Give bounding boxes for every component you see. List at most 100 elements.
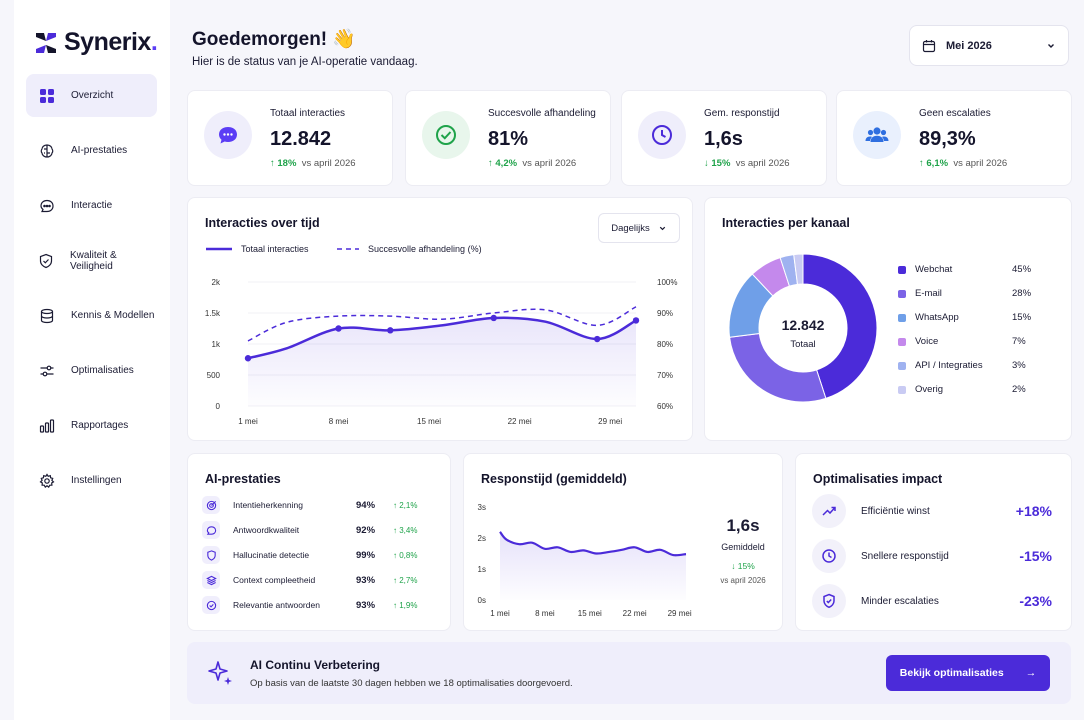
legend-total: Totaal interacties — [205, 244, 309, 254]
page-subtitle: Hier is de status van je AI-operatie van… — [192, 56, 418, 68]
legend-success: Succesvolle afhandeling (%) — [336, 244, 482, 254]
kpi-delta: ↓ 15% vs april 2026 — [704, 158, 790, 169]
legend-label: API / Integraties — [915, 360, 983, 371]
y-tick-label: 0s — [478, 596, 486, 605]
x-tick-label: 22 mei — [623, 609, 647, 618]
opt-row: Minder escalaties -23% — [812, 584, 1052, 618]
y-tick-label: 1.5k — [205, 309, 221, 318]
y-tick-label: 1s — [478, 565, 486, 574]
x-tick-label: 29 mei — [668, 609, 692, 618]
sidebar-item-ai-prestaties[interactable]: AI-prestaties — [26, 129, 157, 172]
sidebar-item-label: Rapportages — [71, 420, 129, 431]
kpi-value: 12.842 — [270, 128, 332, 150]
sidebar-item-label: Kwaliteit & Veiligheid — [69, 249, 117, 272]
legend-item: Overig 2% — [898, 384, 1038, 395]
data-point — [490, 314, 497, 322]
x-tick-label: 8 mei — [535, 609, 555, 618]
y-tick-label: 3s — [478, 503, 486, 512]
legend-swatch — [898, 289, 906, 298]
y2-tick-label: 70% — [657, 371, 673, 380]
legend-value: 7% — [1012, 336, 1026, 347]
bar-chart-icon — [38, 417, 56, 435]
shield-icon — [812, 584, 846, 618]
x-tick-label: 8 mei — [329, 417, 349, 426]
response-time-card: Responstijd (gemiddeld) 0s 1s 2s 3s 1 mei 8 m… — [463, 453, 783, 631]
view-optimizations-button[interactable]: Bekijk optimalisaties → — [886, 655, 1050, 691]
logo[interactable]: Synerix. — [34, 28, 158, 57]
sidebar-item-label: Overzicht — [71, 90, 114, 101]
sidebar-item-label: Interactie — [71, 200, 113, 211]
shield-icon — [202, 546, 220, 564]
kpi-card-total-interactions: Totaal interacties 12.842 ↑ 18% vs april… — [187, 90, 393, 186]
sidebar-item-rapportages[interactable]: Rapportages — [26, 404, 157, 447]
clock-icon — [812, 539, 846, 573]
sidebar-item-instellingen[interactable]: Instellingen — [26, 459, 157, 502]
sparkle-icon — [208, 661, 232, 685]
y2-tick-label: 80% — [657, 340, 673, 349]
chevron-down-icon — [659, 226, 665, 230]
y2-tick-label: 100% — [657, 278, 677, 287]
legend-value: 28% — [1012, 288, 1032, 299]
ai-performance-card: AI-prestaties Intentieherkenning 94% ↑ 2… — [187, 453, 451, 631]
sidebar-item-optimalisaties[interactable]: Optimalisaties — [26, 349, 157, 392]
sliders-icon — [38, 362, 56, 380]
sidebar-item-kwaliteit-veiligheid[interactable]: Kwaliteit & Veiligheid — [26, 239, 157, 282]
series-area-total — [248, 317, 636, 406]
period-select-value: Dagelijks — [611, 222, 650, 234]
x-tick-label: 22 mei — [508, 417, 532, 426]
check-circle-icon — [202, 596, 220, 614]
data-point — [244, 355, 252, 362]
legend-label: Overig — [915, 384, 943, 395]
legend-label: Webchat — [915, 264, 953, 275]
chat-bubble-icon — [204, 111, 252, 159]
series-line-response — [499, 531, 687, 557]
sidebar-item-overzicht[interactable]: Overzicht — [26, 74, 157, 117]
target-icon — [202, 496, 220, 514]
sidebar: Synerix. Overzicht AI-prestaties Interac… — [14, 0, 170, 720]
users-icon — [853, 111, 901, 159]
interactions-line-chart: 0 500 1k 1.5k 2k 60% 70% 80% 90% 100% 1 mei 8 mei 15… — [205, 278, 678, 426]
legend-swatch — [898, 361, 906, 370]
data-point — [387, 327, 394, 334]
optimizations-card: Optimalisaties impact Efficiëntie winst … — [795, 453, 1072, 631]
response-time-label: Gemiddeld — [721, 542, 765, 552]
kpi-delta: ↑ 4,2% vs april 2026 — [488, 158, 577, 169]
response-time-compare: vs april 2026 — [720, 576, 766, 585]
shield-icon — [38, 252, 55, 270]
interactions-chart-card: Interacties over tijd Dagelijks Totaal i… — [187, 197, 693, 441]
sidebar-item-label: Instellingen — [71, 475, 122, 486]
kpi-label: Succesvolle afhandeling — [488, 108, 596, 119]
legend-item: API / Integraties 3% — [898, 360, 1038, 371]
legend-item: Voice 7% — [898, 336, 1038, 347]
opt-row: Snellere responstijd -15% — [812, 539, 1052, 573]
legend-value: 2% — [1012, 384, 1026, 395]
perf-row: Antwoordkwaliteit 92% ↑ 3,4% — [202, 521, 434, 539]
kpi-card-success-rate: Succesvolle afhandeling 81% ↑ 4,2% vs ap… — [405, 90, 611, 186]
legend-solid-line-icon — [206, 247, 232, 251]
message-icon — [202, 521, 220, 539]
ai-performance-title: AI-prestaties — [205, 472, 281, 486]
sidebar-item-kennis-modellen[interactable]: Kennis & Modellen — [26, 294, 157, 337]
legend-item: E-mail 28% — [898, 288, 1038, 299]
kpi-label: Geen escalaties — [919, 108, 991, 119]
kpi-value: 81% — [488, 128, 529, 150]
y-tick-label: 500 — [207, 371, 221, 380]
response-time-line-chart: 0s 1s 2s 3s 1 mei 8 mei 15 mei 22 mei 29 mei — [478, 503, 692, 618]
y-tick-label: 2s — [478, 534, 486, 543]
sidebar-item-label: Optimalisaties — [71, 365, 134, 376]
kpi-delta: ↑ 18% vs april 2026 — [270, 158, 356, 169]
kpi-card-no-escalations: Geen escalaties 89,3% ↑ 6,1% vs april 20… — [836, 90, 1072, 186]
legend-swatch — [898, 385, 906, 394]
page-title: Goedemorgen! 👋 — [192, 29, 357, 50]
period-select[interactable]: Dagelijks — [598, 213, 680, 243]
database-icon — [38, 307, 56, 325]
legend-label: Voice — [915, 336, 939, 347]
app-name: Synerix. — [64, 28, 158, 56]
date-selector[interactable]: Mei 2026 — [909, 25, 1069, 66]
x-tick-label: 29 mei — [598, 417, 622, 426]
sidebar-item-interactie[interactable]: Interactie — [26, 184, 157, 227]
button-label: Bekijk optimalisaties — [899, 667, 1004, 679]
sidebar-item-label: AI-prestaties — [71, 145, 128, 156]
perf-row: Context compleetheid 93% ↑ 2,7% — [202, 571, 434, 589]
channels-card: Interacties per kanaal 12.842 Totaal Web… — [704, 197, 1072, 441]
